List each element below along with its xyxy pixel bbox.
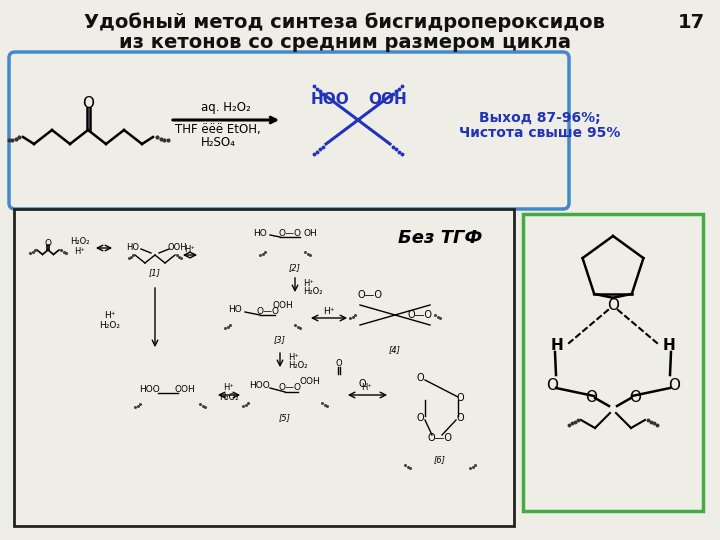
Text: [5]: [5] [279,414,291,422]
Text: H₂O₂: H₂O₂ [220,393,239,402]
Text: Удобный метод синтеза бисгидропероксидов: Удобный метод синтеза бисгидропероксидов [84,12,606,32]
Text: H⁺: H⁺ [75,246,86,255]
Text: O: O [358,379,366,389]
Text: 17: 17 [678,12,705,31]
Text: O: O [336,360,342,368]
Text: O—O: O—O [279,383,302,393]
Text: HO: HO [228,306,242,314]
Text: O: O [668,379,680,394]
Text: O—O: O—O [428,433,452,443]
Text: aq. H₂O₂: aq. H₂O₂ [201,102,251,114]
Text: H⁺: H⁺ [104,310,116,320]
Text: H⁺: H⁺ [184,245,195,253]
FancyBboxPatch shape [9,52,569,209]
Text: [4]: [4] [389,346,401,354]
Text: O: O [82,97,94,111]
Text: Выход 87-96%;: Выход 87-96%; [480,111,600,125]
Text: O: O [456,413,464,423]
Text: [6]: [6] [434,456,446,464]
Text: HO: HO [127,242,140,252]
Text: OOH: OOH [167,242,186,252]
Text: O—O: O—O [279,228,302,238]
Text: [2]: [2] [289,264,301,273]
FancyBboxPatch shape [14,209,514,526]
Text: Чистота свыше 95%: Чистота свыше 95% [459,126,621,140]
Text: O: O [607,299,619,314]
Text: H₂O₂: H₂O₂ [288,361,307,370]
Text: OOH: OOH [369,92,408,107]
Text: H⁺: H⁺ [323,307,335,315]
Text: O: O [629,390,641,406]
Text: OOH: OOH [273,301,293,310]
FancyBboxPatch shape [523,214,703,511]
Text: H⁺: H⁺ [288,354,299,362]
Text: [3]: [3] [274,335,286,345]
Text: O: O [416,373,424,383]
Text: из кетонов со средним размером цикла: из кетонов со средним размером цикла [119,32,571,51]
Text: O—O: O—O [408,310,433,320]
Text: HOO: HOO [140,386,161,395]
Text: OOH: OOH [300,376,320,386]
Text: [1]: [1] [149,268,161,278]
Text: H₂SO₄: H₂SO₄ [201,137,235,150]
Text: O: O [416,413,424,423]
Text: H⁺: H⁺ [224,382,235,392]
Text: H⁺: H⁺ [361,382,372,392]
Text: H⁺: H⁺ [303,279,314,287]
Text: H₂O₂: H₂O₂ [71,238,90,246]
Text: HO: HO [253,228,267,238]
Text: O—O: O—O [256,307,279,315]
Text: OOH: OOH [175,386,195,395]
Text: OH: OH [303,228,317,238]
Text: HOO: HOO [250,381,271,389]
Text: THF ёёё EtOH,: THF ёёё EtOH, [175,124,261,137]
Text: O: O [546,379,558,394]
Text: HOO: HOO [310,92,349,107]
Text: H: H [551,338,563,353]
Text: O—O: O—O [358,290,382,300]
Text: H: H [662,338,675,353]
Text: O: O [456,393,464,403]
Text: H₂O₂: H₂O₂ [303,287,323,295]
Text: Без ТГФ: Без ТГФ [398,229,482,247]
Text: O: O [585,390,597,406]
Text: O: O [45,239,52,248]
Text: H₂O₂: H₂O₂ [99,321,120,330]
